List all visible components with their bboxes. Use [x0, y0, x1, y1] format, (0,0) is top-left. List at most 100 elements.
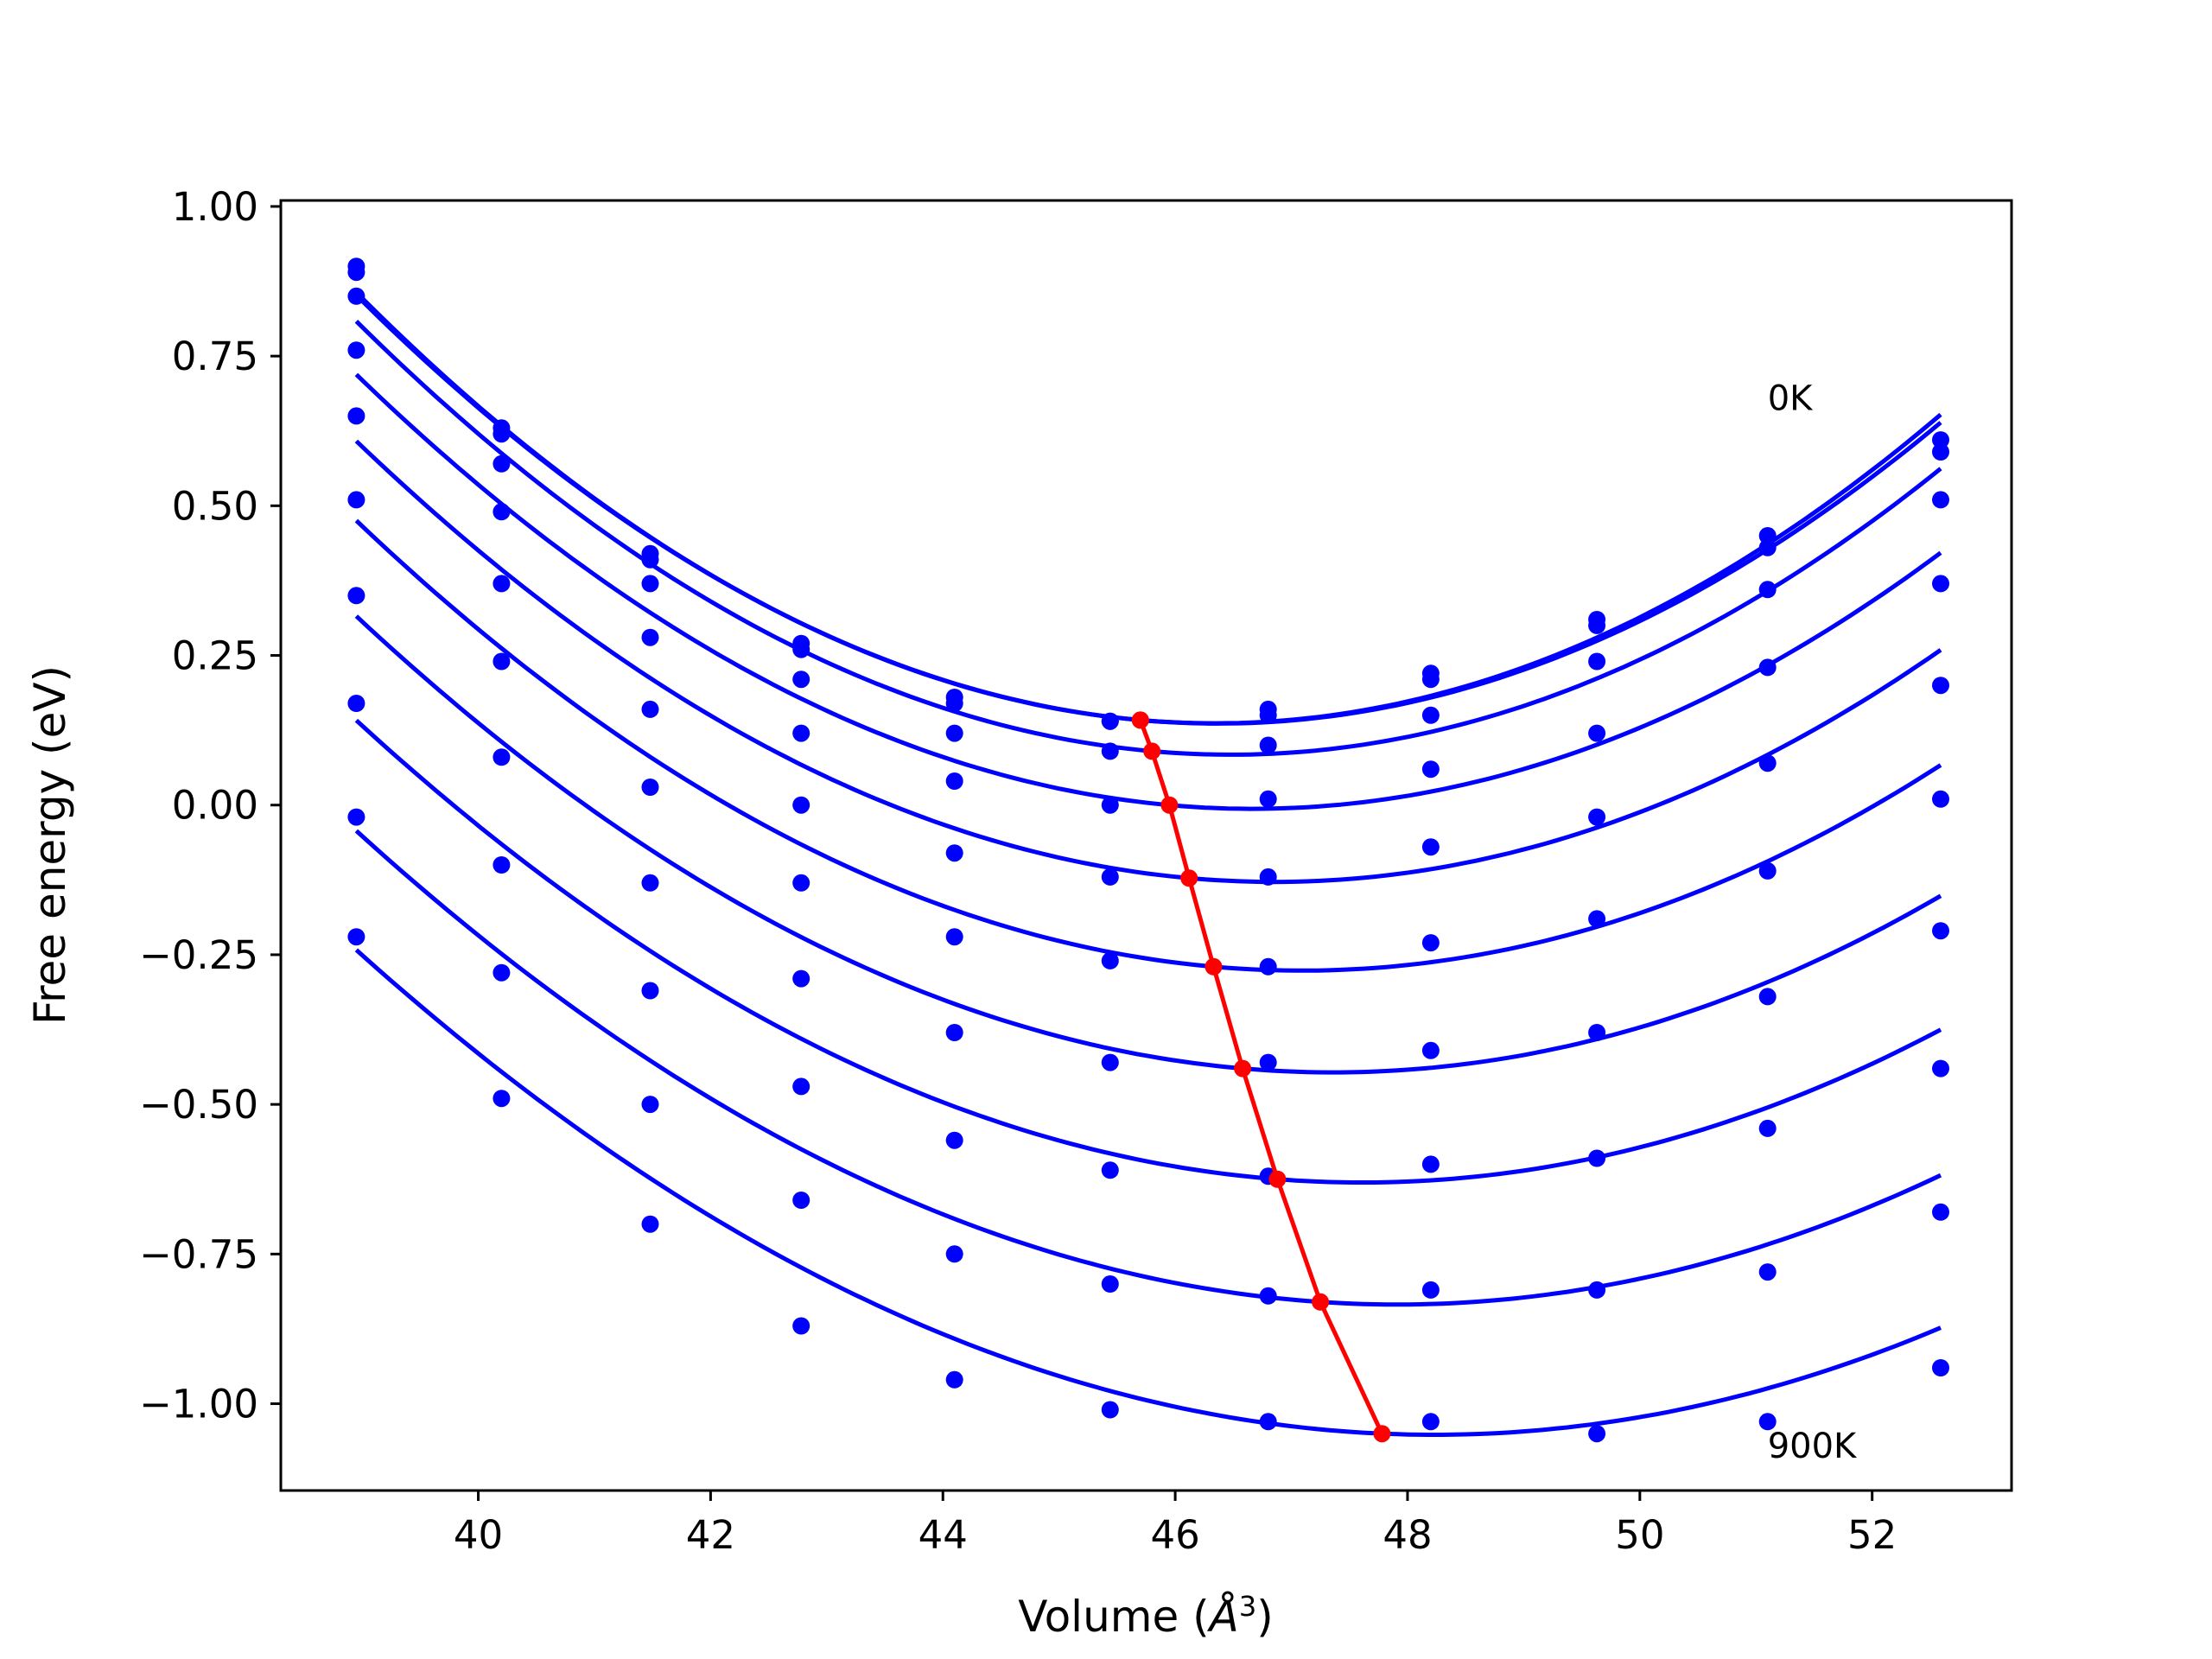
- data-point: [493, 748, 511, 766]
- data-point: [945, 1024, 963, 1041]
- data-point: [641, 982, 659, 1000]
- data-point: [641, 575, 659, 593]
- data-point: [641, 628, 659, 646]
- minimum-point: [1143, 742, 1161, 760]
- data-point: [1259, 1053, 1277, 1071]
- y-tick-label: 0.25: [172, 633, 258, 679]
- data-point: [945, 772, 963, 790]
- data-point: [1932, 1359, 1949, 1376]
- temperature-annotation: 900K: [1768, 1427, 1858, 1466]
- fit-curve-9: [354, 829, 1942, 1307]
- data-point: [1259, 1413, 1277, 1431]
- curve-annotations: 0K 900K: [1768, 379, 1858, 1466]
- data-point: [945, 1370, 963, 1389]
- minimum-energy-line: [1138, 719, 1384, 1435]
- data-point: [1758, 527, 1777, 544]
- data-point: [1758, 538, 1777, 556]
- data-point: [792, 724, 810, 742]
- data-point: [493, 503, 511, 521]
- y-tick-label: −0.25: [139, 932, 258, 978]
- minimum-point: [1312, 1293, 1330, 1311]
- x-tick-label: 44: [918, 1512, 968, 1558]
- y-tick-label: −1.00: [139, 1382, 258, 1427]
- data-point: [1101, 1275, 1119, 1293]
- data-point: [792, 874, 810, 892]
- minimum-point: [1268, 1170, 1287, 1188]
- data-point: [1588, 1425, 1606, 1443]
- data-point: [1588, 808, 1606, 826]
- data-point: [347, 491, 365, 509]
- data-point: [1421, 1281, 1440, 1299]
- x-tick-label: 52: [1847, 1512, 1897, 1558]
- data-point: [1588, 724, 1606, 742]
- x-axis-label: Volume (Å3): [1018, 1590, 1273, 1642]
- y-tick-label: 1.00: [172, 184, 258, 230]
- data-point: [1758, 1119, 1777, 1137]
- fit-curve-1: [354, 290, 1942, 726]
- data-point: [1758, 581, 1777, 599]
- data-point: [641, 874, 659, 892]
- y-axis-ticks: 1.00 0.75 0.50 0.25 0.00 −0.25 −0.50 −0.75 −1.00: [139, 184, 281, 1427]
- data-point: [493, 454, 511, 473]
- data-point: [493, 652, 511, 671]
- x-tick-label: 50: [1615, 1512, 1664, 1558]
- data-point: [1932, 431, 1949, 449]
- y-tick-label: −0.75: [139, 1231, 258, 1277]
- data-point: [1932, 922, 1949, 940]
- data-point: [1421, 706, 1440, 724]
- data-point: [792, 796, 810, 814]
- data-point: [493, 856, 511, 874]
- data-point: [347, 287, 365, 305]
- x-tick-label: 48: [1382, 1512, 1432, 1558]
- fit-curve-3: [354, 320, 1942, 757]
- minimum-point: [1180, 869, 1198, 887]
- fit-curve-6: [354, 518, 1942, 973]
- data-point: [641, 550, 659, 569]
- data-point: [1101, 1401, 1119, 1419]
- fit-curve-2: [354, 293, 1942, 726]
- y-axis-label: Free energy (eV): [25, 665, 75, 1025]
- data-point: [1932, 575, 1949, 593]
- data-point: [945, 1131, 963, 1149]
- axes-frame: [279, 199, 2013, 1492]
- data-point: [1259, 957, 1277, 976]
- minimum-point: [1234, 1059, 1252, 1077]
- data-point: [792, 969, 810, 988]
- data-point: [945, 928, 963, 946]
- y-tick-label: −0.50: [139, 1082, 258, 1128]
- data-point: [792, 1317, 810, 1335]
- fit-curve-10: [354, 948, 1942, 1437]
- y-tick-label: 0.50: [172, 483, 258, 529]
- data-point: [1259, 868, 1277, 886]
- data-point: [347, 341, 365, 359]
- fit-curve-7: [354, 614, 1942, 1075]
- data-point: [1588, 910, 1606, 928]
- data-point: [1932, 677, 1949, 695]
- data-point: [1588, 652, 1606, 671]
- data-point: [347, 808, 365, 826]
- data-point: [945, 1245, 963, 1263]
- y-tick-label: 0.00: [172, 783, 258, 829]
- data-point: [1101, 1053, 1119, 1071]
- data-point: [641, 1215, 659, 1233]
- data-point: [1421, 1413, 1440, 1431]
- data-point: [1101, 742, 1119, 760]
- data-point: [641, 700, 659, 718]
- x-tick-label: 46: [1150, 1512, 1199, 1558]
- data-point: [1588, 1281, 1606, 1299]
- temperature-annotation: 0K: [1768, 379, 1814, 419]
- data-point: [347, 407, 365, 425]
- data-point: [1259, 736, 1277, 754]
- data-point: [1588, 616, 1606, 634]
- data-point: [1421, 1041, 1440, 1059]
- data-point: [347, 695, 365, 712]
- data-point: [347, 587, 365, 605]
- x-tick-label: 42: [686, 1512, 735, 1558]
- data-point: [1758, 658, 1777, 677]
- data-point: [1421, 1155, 1440, 1173]
- minimum-point: [1205, 957, 1223, 976]
- x-tick-label: 40: [454, 1512, 503, 1558]
- minimum-point: [1373, 1425, 1391, 1443]
- fit-curve-4: [354, 372, 1942, 811]
